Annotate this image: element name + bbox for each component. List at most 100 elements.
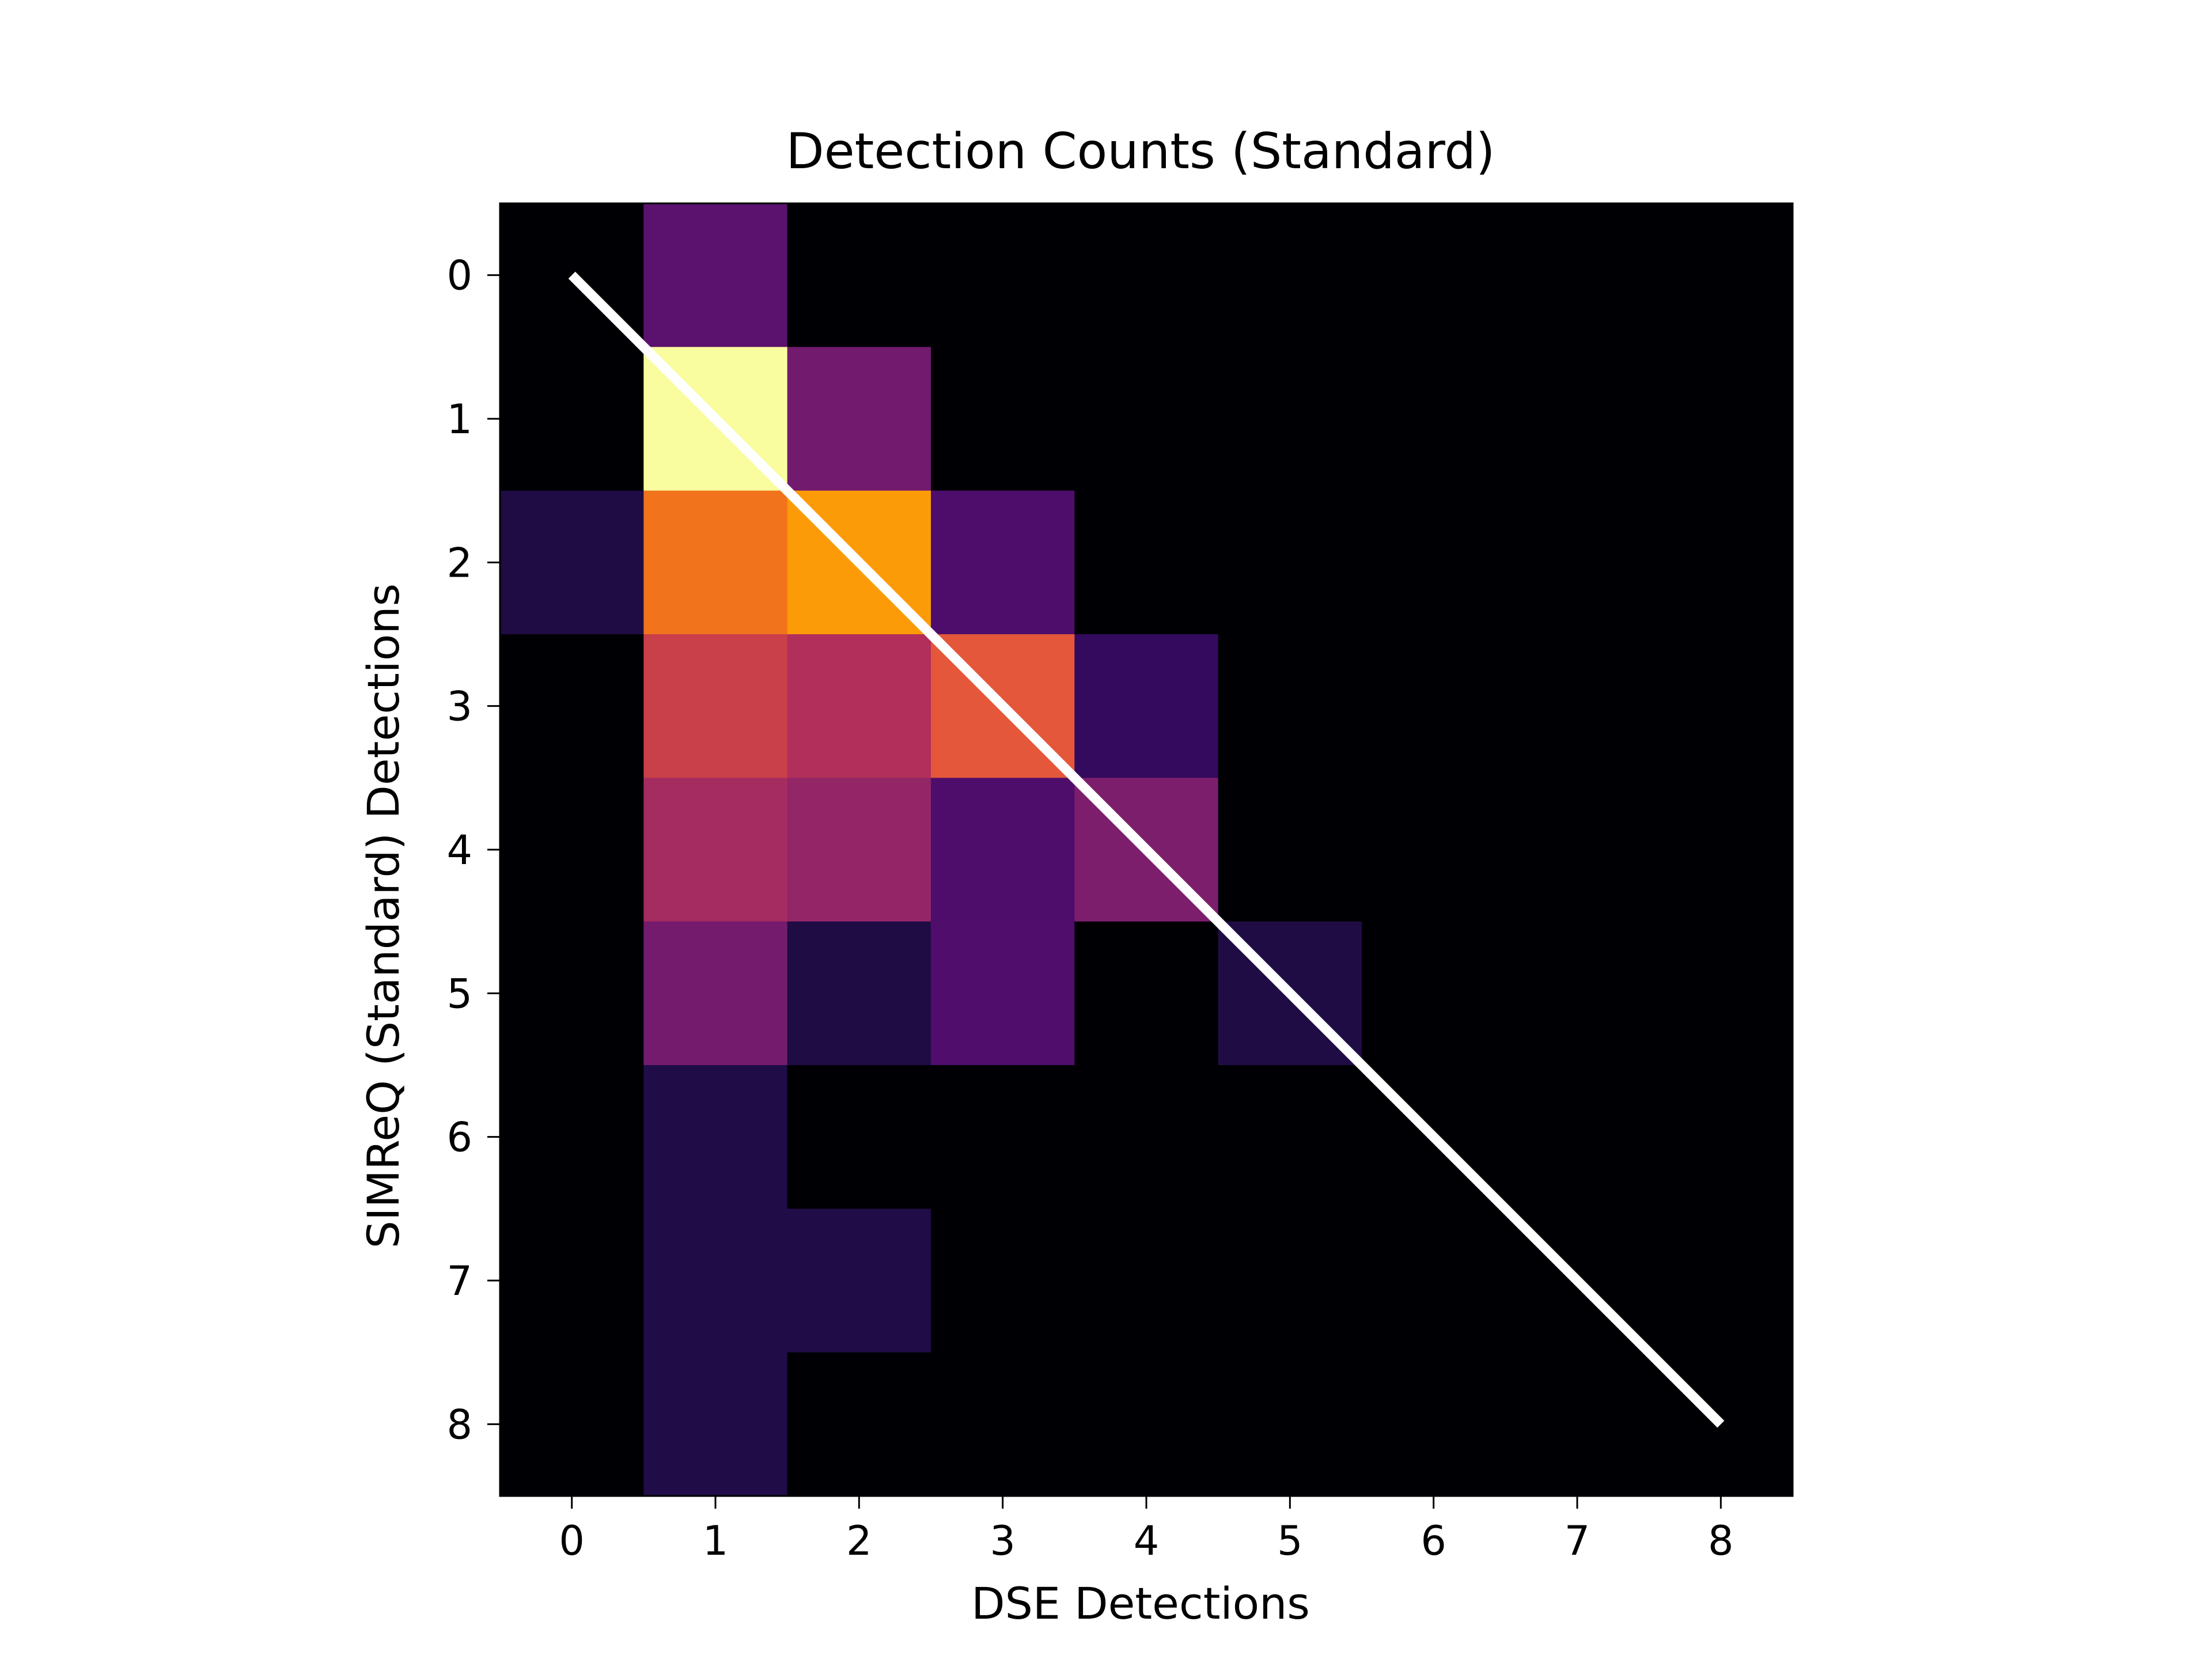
- heatmap-cell-r3-c4: [1074, 634, 1219, 778]
- heatmap-cell-r8-c2: [787, 1352, 931, 1497]
- heatmap-cell-r2-c8: [1649, 490, 1793, 635]
- heatmap-cell-r8-c6: [1362, 1352, 1506, 1497]
- reference-line-layer: [568, 271, 1725, 1428]
- heatmap-cell-r0-c1: [643, 203, 788, 347]
- heatmap-cells: [500, 203, 1793, 1497]
- heatmap-cell-r8-c0: [500, 1352, 644, 1497]
- x-tick-label: 4: [1134, 1517, 1160, 1565]
- heatmap-cell-r4-c5: [1218, 778, 1362, 922]
- heatmap-cell-r4-c2: [787, 778, 931, 922]
- heatmap-cell-r0-c3: [931, 203, 1075, 347]
- heatmap-cell-r4-c7: [1505, 778, 1650, 922]
- heatmap-cell-r0-c5: [1218, 203, 1362, 347]
- heatmap-cell-r3-c8: [1649, 634, 1793, 778]
- y-tick-label: 0: [446, 252, 472, 300]
- heatmap-cell-r5-c7: [1505, 921, 1650, 1066]
- heatmap-cell-r1-c5: [1218, 347, 1362, 491]
- heatmap-cell-r7-c1: [643, 1209, 788, 1353]
- y-tick-label: 1: [446, 396, 472, 443]
- heatmap-cell-r0-c6: [1362, 203, 1506, 347]
- y-tick-label: 3: [446, 683, 472, 730]
- y-tick-label: 7: [446, 1257, 472, 1305]
- heatmap-cell-r6-c1: [643, 1065, 788, 1209]
- x-tick-label: 2: [846, 1517, 872, 1565]
- heatmap-cell-r3-c6: [1362, 634, 1506, 778]
- heatmap-cell-r6-c5: [1218, 1065, 1362, 1209]
- heatmap-cell-r5-c0: [500, 921, 644, 1066]
- y-axis-label: SIMReQ (Standard) Detections: [358, 584, 409, 1248]
- x-tick-label: 0: [559, 1517, 585, 1565]
- heatmap-cell-r1-c7: [1505, 347, 1650, 491]
- heatmap-cell-r8-c7: [1505, 1352, 1650, 1497]
- heatmap-cell-r6-c0: [500, 1065, 644, 1209]
- heatmap-cell-r6-c7: [1505, 1065, 1650, 1209]
- heatmap-cell-r1-c2: [787, 347, 931, 491]
- x-tick-label: 6: [1421, 1517, 1446, 1565]
- x-tick-label: 1: [703, 1517, 729, 1565]
- heatmap-cell-r4-c1: [643, 778, 788, 922]
- x-tick-label: 8: [1708, 1517, 1734, 1565]
- heatmap-cell-r4-c6: [1362, 778, 1506, 922]
- heatmap-cell-r1-c4: [1074, 347, 1219, 491]
- heatmap-cell-r0-c7: [1505, 203, 1650, 347]
- heatmap-cell-r2-c7: [1505, 490, 1650, 635]
- x-tick-label: 3: [990, 1517, 1016, 1565]
- y-tick-label: 6: [446, 1114, 472, 1161]
- heatmap-cell-r2-c3: [931, 490, 1075, 635]
- heatmap-cell-r5-c4: [1074, 921, 1219, 1066]
- heatmap-cell-r0-c2: [787, 203, 931, 347]
- heatmap-cell-r7-c4: [1074, 1209, 1219, 1353]
- heatmap-cell-r2-c0: [500, 490, 644, 635]
- heatmap-cell-r4-c0: [500, 778, 644, 922]
- reference-line: [568, 271, 1725, 1428]
- heatmap-cell-r2-c5: [1218, 490, 1362, 635]
- x-axis-ticks: 0 1 2 3 4 5 6 7 8: [559, 1496, 1734, 1565]
- heatmap-cell-r8-c5: [1218, 1352, 1362, 1497]
- heatmap-cell-r5-c1: [643, 921, 788, 1066]
- heatmap-cell-r8-c4: [1074, 1352, 1219, 1497]
- heatmap-cell-r6-c8: [1649, 1065, 1793, 1209]
- heatmap-cell-r5-c8: [1649, 921, 1793, 1066]
- heatmap-cell-r6-c3: [931, 1065, 1075, 1209]
- heatmap-cell-r1-c0: [500, 347, 644, 491]
- chart-title: Detection Counts (Standard): [786, 123, 1495, 180]
- heatmap-cell-r8-c3: [931, 1352, 1075, 1497]
- y-axis-ticks: 0 1 2 3 4 5 6 7 8: [446, 252, 500, 1448]
- heatmap-cell-r5-c3: [931, 921, 1075, 1066]
- heatmap-cell-r0-c4: [1074, 203, 1219, 347]
- heatmap-cell-r2-c4: [1074, 490, 1219, 635]
- heatmap-cell-r7-c0: [500, 1209, 644, 1353]
- heatmap-cell-r8-c1: [643, 1352, 788, 1497]
- y-tick-label: 8: [446, 1401, 472, 1448]
- heatmap-cell-r2-c6: [1362, 490, 1506, 635]
- heatmap-cell-r4-c3: [931, 778, 1075, 922]
- x-axis-label: DSE Detections: [971, 1578, 1310, 1629]
- heatmap-cell-r3-c0: [500, 634, 644, 778]
- heatmap-cell-r3-c7: [1505, 634, 1650, 778]
- heatmap-cell-r5-c6: [1362, 921, 1506, 1066]
- heatmap-cell-r7-c5: [1218, 1209, 1362, 1353]
- heatmap-cell-r4-c8: [1649, 778, 1793, 922]
- heatmap-cell-r1-c6: [1362, 347, 1506, 491]
- heatmap-cell-r7-c2: [787, 1209, 931, 1353]
- heatmap-cell-r3-c1: [643, 634, 788, 778]
- heatmap-cell-r6-c2: [787, 1065, 931, 1209]
- heatmap-cell-r7-c3: [931, 1209, 1075, 1353]
- x-tick-label: 7: [1565, 1517, 1590, 1565]
- heatmap-cell-r1-c3: [931, 347, 1075, 491]
- heatmap-cell-r2-c1: [643, 490, 788, 635]
- heatmap-cell-r7-c8: [1649, 1209, 1793, 1353]
- heatmap-cell-r3-c5: [1218, 634, 1362, 778]
- heatmap-cell-r5-c2: [787, 921, 931, 1066]
- y-tick-label: 2: [446, 539, 472, 586]
- heatmap-cell-r0-c8: [1649, 203, 1793, 347]
- x-tick-label: 5: [1277, 1517, 1303, 1565]
- heatmap-cell-r6-c4: [1074, 1065, 1219, 1209]
- heatmap-cell-r3-c2: [787, 634, 931, 778]
- y-tick-label: 5: [446, 970, 472, 1017]
- heatmap-cell-r1-c8: [1649, 347, 1793, 491]
- y-tick-label: 4: [446, 827, 472, 874]
- heatmap-cell-r7-c6: [1362, 1209, 1506, 1353]
